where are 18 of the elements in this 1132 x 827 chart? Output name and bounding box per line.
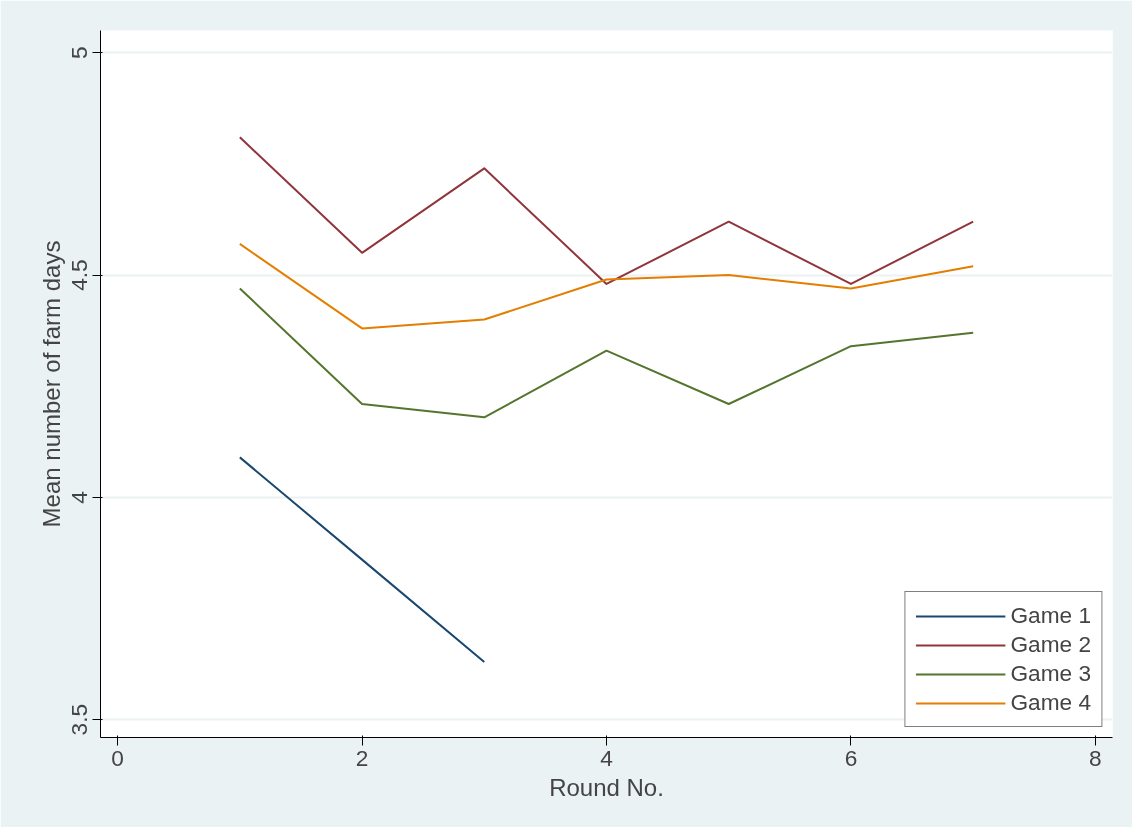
legend-label: Game 4	[1010, 689, 1091, 716]
y-axis-title: Mean number of farm days	[37, 240, 65, 528]
legend-label: Game 1	[1010, 602, 1091, 629]
y-tick-label: 4	[66, 491, 93, 504]
x-tick-label: 8	[1089, 744, 1102, 771]
y-tick-label: 5	[66, 46, 93, 60]
x-tick-label: 4	[600, 744, 613, 771]
x-tick-label: 6	[844, 744, 858, 771]
x-tick-label: 2	[355, 744, 369, 771]
y-tick-label: 4.5	[66, 259, 93, 291]
x-tick-label: 0	[111, 744, 124, 771]
legend-label: Game 2	[1010, 631, 1091, 658]
line-series	[238, 136, 975, 285]
line-series	[238, 242, 975, 330]
x-axis-title: Round No.	[549, 773, 664, 801]
y-tick-label: 3.5	[66, 703, 93, 736]
legend-label: Game 3	[1010, 660, 1091, 687]
line-series	[238, 287, 975, 419]
